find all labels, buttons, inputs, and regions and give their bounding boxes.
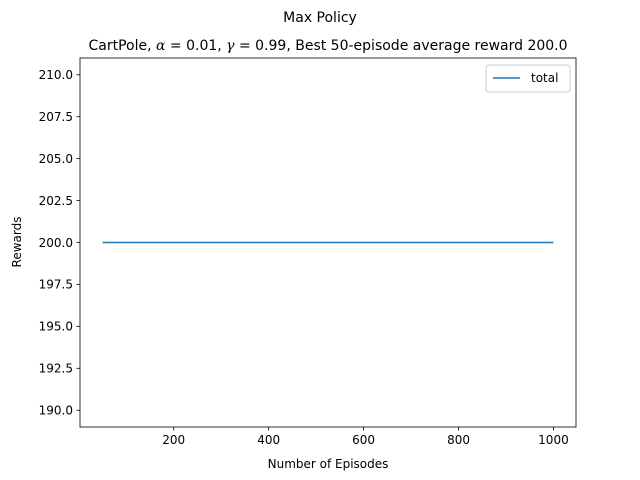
subtitle-prefix: CartPole, — [88, 38, 156, 54]
y-tick-label: 197.5 — [39, 278, 73, 292]
legend-label: total — [531, 71, 558, 85]
y-tick-label: 200.0 — [39, 236, 73, 250]
y-tick-label: 190.0 — [39, 404, 73, 418]
y-tick-label: 192.5 — [39, 362, 73, 376]
x-tick-label: 800 — [447, 433, 470, 447]
y-axis-ticks: 190.0 192.5 195.0 197.5 200.0 202.5 205.0 207.5… — [39, 68, 80, 418]
x-axis-ticks: 200 400 600 800 1000 — [162, 427, 569, 447]
legend: total — [485, 64, 571, 93]
x-tick-label: 1000 — [538, 433, 569, 447]
y-tick-label: 205.0 — [39, 152, 73, 166]
x-tick-label: 400 — [257, 433, 280, 447]
x-axis-label: Number of Episodes — [268, 457, 389, 471]
subtitle-gamma-symbol: γ — [226, 38, 235, 54]
y-tick-label: 195.0 — [39, 320, 73, 334]
x-tick-label: 200 — [162, 433, 185, 447]
plot-area — [79, 57, 577, 428]
x-tick-label: 600 — [352, 433, 375, 447]
subtitle-alpha-rest: = 0.01, — [165, 38, 226, 54]
subtitle-gamma-rest: = 0.99, Best 50-episode average reward 2… — [235, 38, 568, 54]
chart-title: Max Policy — [283, 10, 357, 26]
subtitle-alpha-symbol: α — [156, 38, 166, 54]
legend-box — [485, 64, 571, 93]
y-tick-label: 210.0 — [39, 68, 73, 82]
y-tick-label: 207.5 — [39, 110, 73, 124]
y-axis-label: Rewards — [10, 217, 24, 268]
y-tick-label: 202.5 — [39, 194, 73, 208]
chart-subtitle: CartPole, α = 0.01, γ = 0.99, Best 50-ep… — [88, 38, 567, 54]
